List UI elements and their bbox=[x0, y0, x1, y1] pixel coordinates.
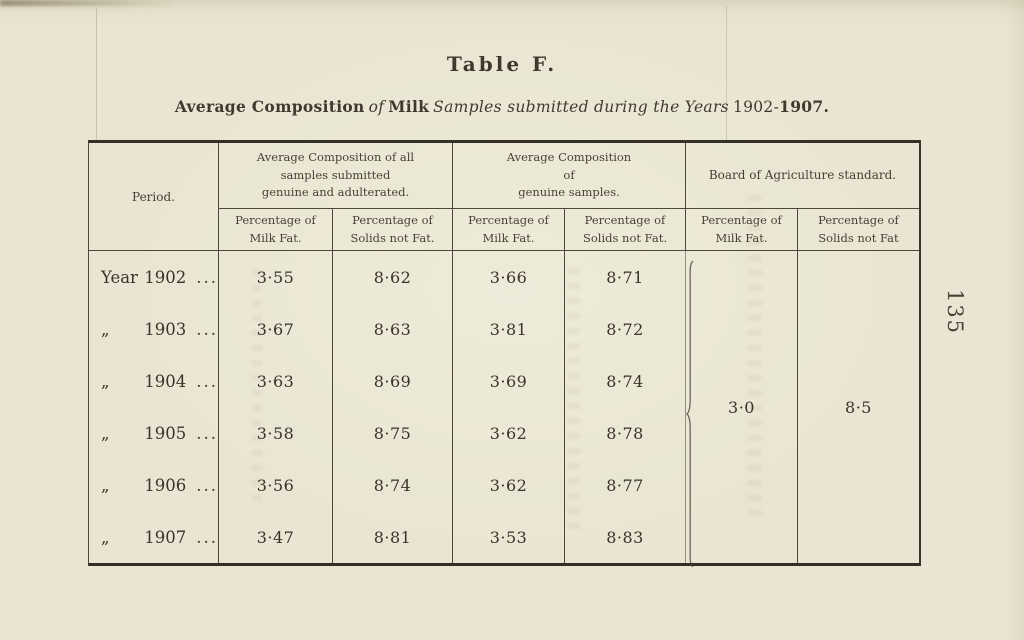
group-header-all-samples: Average Composition of all samples submi… bbox=[219, 143, 453, 209]
value-cell: 8·74 bbox=[333, 459, 453, 511]
value-cell: 8·69 bbox=[333, 355, 453, 407]
value-cell: 3·81 bbox=[453, 303, 565, 355]
value-cell: 8·75 bbox=[333, 407, 453, 459]
milk-composition-table: Period. Average Composition of all sampl… bbox=[88, 140, 921, 566]
value-cell: 3·47 bbox=[219, 511, 333, 563]
value-cell: 8·81 bbox=[333, 511, 453, 563]
subtitle-milk: Milk bbox=[388, 97, 430, 116]
standard-solids-not-fat-value: 8·5 bbox=[845, 397, 872, 417]
period-cell: „ 1903 ... bbox=[89, 303, 219, 355]
period-year: 1906 bbox=[144, 475, 187, 495]
subtitle-years-bold: 1907. bbox=[779, 97, 830, 116]
period-cell: „ 1904 ... bbox=[89, 355, 219, 407]
value-cell: 8·78 bbox=[565, 407, 686, 459]
value-cell: 8·71 bbox=[565, 251, 686, 303]
period-prefix: „ bbox=[101, 319, 110, 339]
period-prefix: „ bbox=[101, 371, 110, 391]
period-cell: „ 1906 ... bbox=[89, 459, 219, 511]
period-cell: Year 1902 ... bbox=[89, 251, 219, 303]
value-cell: 8·77 bbox=[565, 459, 686, 511]
value-cell: 3·67 bbox=[219, 303, 333, 355]
value-cell: 3·62 bbox=[453, 407, 565, 459]
value-cell: 3·63 bbox=[219, 355, 333, 407]
value-cell: 3·53 bbox=[453, 511, 565, 563]
period-dots: ... bbox=[196, 319, 218, 339]
subtitle-italic-phrase: Samples submitted during the Years bbox=[433, 98, 729, 116]
value-cell: 8·83 bbox=[565, 511, 686, 563]
period-header-cell: Period. bbox=[89, 143, 219, 251]
table-row: „ 1903 ... 3·67 8·63 3·81 8·72 bbox=[89, 303, 686, 355]
value-cell: 8·74 bbox=[565, 355, 686, 407]
table-row: „ 1905 ... 3·58 8·75 3·62 8·78 bbox=[89, 407, 686, 459]
table-row: „ 1906 ... 3·56 8·74 3·62 8·77 bbox=[89, 459, 686, 511]
table-row: „ 1907 ... 3·47 8·81 3·53 8·83 bbox=[89, 511, 686, 563]
period-prefix: „ bbox=[101, 475, 110, 495]
value-cell: 3·66 bbox=[453, 251, 565, 303]
subheader-milk-fat: Percentage of Milk Fat. bbox=[219, 209, 333, 251]
value-cell: 8·72 bbox=[565, 303, 686, 355]
period-year: 1904 bbox=[144, 371, 187, 391]
showthrough-line bbox=[726, 6, 727, 140]
period-cell: „ 1905 ... bbox=[89, 407, 219, 459]
period-dots: ... bbox=[196, 475, 218, 495]
period-prefix: „ bbox=[101, 423, 110, 443]
subtitle-years: 1902- bbox=[732, 98, 780, 116]
period-year: 1902 bbox=[144, 267, 187, 287]
period-year: 1903 bbox=[144, 319, 187, 339]
period-year: 1907 bbox=[144, 527, 187, 547]
value-cell: 8·63 bbox=[333, 303, 453, 355]
value-cell: 3·69 bbox=[453, 355, 565, 407]
period-dots: ... bbox=[196, 267, 218, 287]
table-row: Year 1902 ... 3·55 8·62 3·66 8·71 bbox=[89, 251, 686, 303]
value-cell: 3·62 bbox=[453, 459, 565, 511]
group-header-board-standard: Board of Agriculture standard. bbox=[686, 143, 919, 209]
subheader-solids-not-fat: Percentage of Solids not Fat bbox=[798, 209, 919, 251]
table-body: Year 1902 ... 3·55 8·62 3·66 8·71 „ 1903… bbox=[89, 251, 686, 563]
standard-milk-fat-value: 3·0 bbox=[686, 251, 798, 563]
value-cell: 3·56 bbox=[219, 459, 333, 511]
subtitle-average-composition: Average Composition bbox=[174, 97, 365, 116]
period-dots: ... bbox=[196, 423, 218, 443]
period-prefix: „ bbox=[101, 527, 110, 547]
group-header-genuine-samples: Average Composition of genuine samples. bbox=[453, 143, 686, 209]
value-cell: 3·58 bbox=[219, 407, 333, 459]
subheader-milk-fat: Percentage of Milk Fat. bbox=[686, 209, 798, 251]
period-year: 1905 bbox=[144, 423, 187, 443]
period-prefix: Year bbox=[101, 267, 138, 287]
period-cell: „ 1907 ... bbox=[89, 511, 219, 563]
period-dots: ... bbox=[196, 527, 218, 547]
table-row: „ 1904 ... 3·63 8·69 3·69 8·74 bbox=[89, 355, 686, 407]
page-title: Table F. bbox=[446, 52, 558, 76]
page-number: 135 bbox=[943, 288, 967, 336]
subheader-solids-not-fat: Percentage of Solids not Fat. bbox=[333, 209, 453, 251]
showthrough-line bbox=[96, 8, 97, 140]
subheader-solids-not-fat: Percentage of Solids not Fat. bbox=[565, 209, 686, 251]
board-standard-cells: 3·0 8·5 bbox=[686, 251, 919, 563]
scan-edge-artifact bbox=[0, 0, 175, 6]
period-dots: ... bbox=[196, 371, 218, 391]
value-cell: 8·62 bbox=[333, 251, 453, 303]
subheader-milk-fat: Percentage of Milk Fat. bbox=[453, 209, 565, 251]
value-cell: 3·55 bbox=[219, 251, 333, 303]
table-subtitle: Average Composition of Milk Samples submitt… bbox=[0, 97, 1004, 116]
subtitle-of: of bbox=[368, 98, 385, 116]
